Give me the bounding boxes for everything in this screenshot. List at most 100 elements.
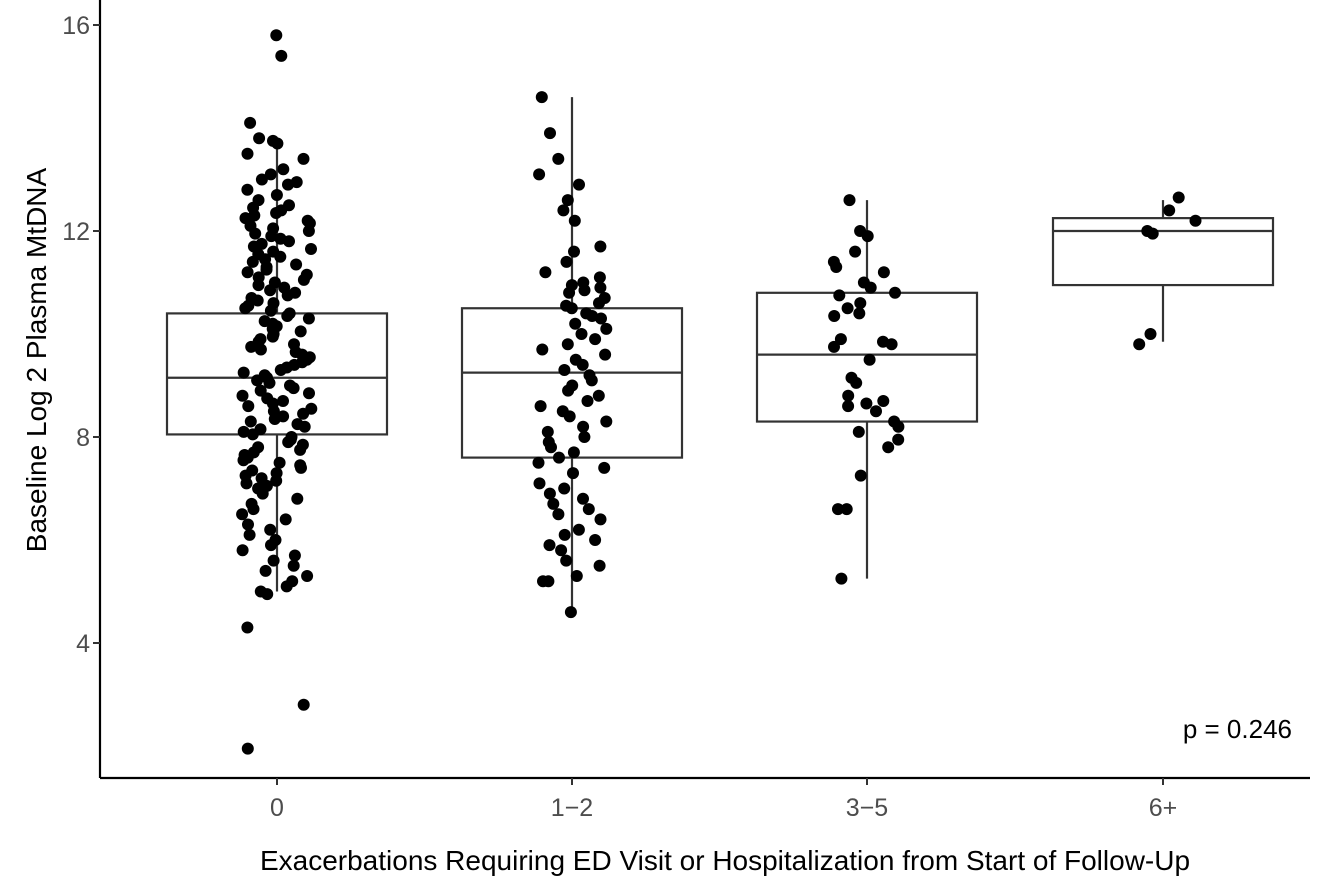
data-point	[877, 266, 890, 279]
data-point	[301, 570, 314, 582]
data-point	[870, 405, 882, 418]
data-point	[253, 132, 266, 145]
data-point	[557, 204, 570, 217]
data-point	[853, 307, 866, 320]
data-point	[303, 387, 315, 400]
data-point	[297, 152, 310, 165]
data-point	[576, 358, 589, 371]
data-point	[241, 621, 254, 634]
data-point	[239, 302, 252, 315]
data-point	[599, 348, 612, 361]
data-point	[277, 395, 289, 407]
data-point	[572, 523, 585, 536]
data-point	[294, 443, 307, 456]
data-point	[290, 258, 303, 271]
data-point	[282, 178, 294, 191]
boxes-layer	[165, 97, 1275, 613]
data-point	[236, 544, 249, 557]
data-point	[843, 194, 856, 207]
x-tick-label: 6+	[1149, 794, 1178, 822]
axes-layer	[98, 0, 1310, 780]
x-ticks: 0 1−2 3−5 6+	[270, 778, 1177, 822]
data-point	[840, 503, 853, 516]
x-tick-label: 0	[270, 794, 284, 822]
data-point	[532, 456, 545, 469]
data-point	[569, 317, 582, 330]
data-point	[244, 116, 257, 129]
data-point	[864, 281, 877, 294]
data-point	[842, 389, 855, 402]
data-point	[560, 554, 573, 567]
data-point	[1189, 214, 1202, 227]
data-point	[298, 420, 311, 433]
data-point	[255, 173, 268, 186]
data-point	[1144, 328, 1157, 340]
data-point	[567, 446, 580, 459]
data-point	[565, 302, 578, 315]
data-point	[594, 281, 607, 294]
data-point	[266, 330, 279, 343]
data-point	[283, 235, 295, 248]
data-point	[543, 539, 556, 552]
data-point	[241, 266, 254, 279]
data-point	[854, 297, 867, 310]
data-point	[828, 310, 841, 322]
y-tick-label: 16	[62, 12, 90, 40]
data-point	[578, 284, 591, 297]
data-point	[1163, 204, 1176, 217]
data-point	[267, 554, 280, 567]
data-point	[265, 539, 277, 552]
data-point	[833, 289, 846, 302]
data-point	[598, 461, 611, 474]
data-point	[277, 163, 290, 176]
data-point	[261, 588, 274, 601]
data-point	[265, 230, 278, 243]
data-point	[274, 250, 287, 263]
data-point	[279, 513, 292, 526]
data-point	[280, 580, 293, 593]
data-point	[558, 482, 571, 495]
data-point	[558, 528, 571, 541]
data-point	[539, 266, 552, 279]
data-point	[581, 395, 594, 407]
data-point	[593, 297, 605, 310]
data-point	[854, 469, 867, 482]
data-point	[264, 523, 277, 536]
data-point	[302, 312, 315, 325]
data-point	[246, 255, 259, 268]
data-point	[600, 322, 613, 335]
data-point	[594, 513, 607, 526]
data-point	[246, 428, 259, 441]
data-point	[241, 742, 254, 755]
x-tick-label: 3−5	[846, 794, 888, 822]
data-point	[1133, 338, 1146, 351]
data-point	[595, 312, 607, 325]
data-point	[543, 487, 556, 500]
data-point	[882, 441, 895, 454]
data-point	[841, 302, 854, 315]
data-point	[295, 461, 307, 474]
data-point	[302, 225, 315, 237]
p-value-annotation: p = 0.246	[1183, 714, 1292, 744]
data-point	[589, 333, 602, 346]
data-point	[575, 328, 588, 340]
data-point	[271, 137, 284, 150]
data-point	[236, 508, 249, 521]
data-point	[561, 338, 574, 351]
data-point	[287, 559, 300, 572]
data-point	[256, 487, 269, 500]
data-point	[577, 492, 589, 505]
data-point	[249, 227, 262, 240]
data-point	[237, 366, 250, 379]
data-point	[281, 310, 294, 322]
data-point	[585, 374, 598, 387]
data-point	[861, 230, 874, 243]
data-point	[561, 194, 574, 207]
box-iqr	[1051, 217, 1275, 287]
data-point	[568, 245, 580, 258]
data-point	[534, 400, 547, 413]
data-point	[251, 294, 264, 307]
data-point	[297, 698, 310, 711]
data-point	[849, 245, 862, 258]
